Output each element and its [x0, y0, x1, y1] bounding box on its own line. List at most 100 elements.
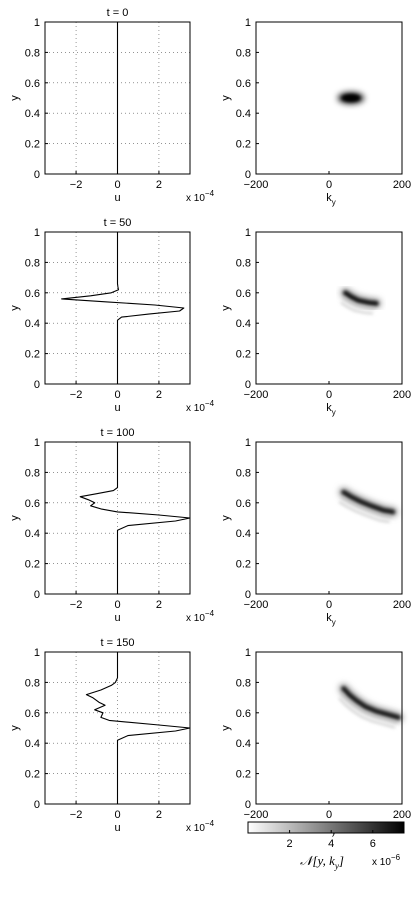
ridge-striation	[338, 697, 396, 729]
x-axis-label: u	[114, 192, 120, 204]
panel-title: t = 50	[104, 217, 132, 229]
x-tick-label: −200	[244, 599, 269, 611]
y-tick-label: 0.6	[236, 498, 251, 510]
x-tick-label: 0	[114, 599, 120, 611]
ridge-striation	[338, 501, 390, 523]
x-tick-label: 0	[114, 179, 120, 191]
y-tick-label: 0.2	[236, 139, 251, 151]
colorbar: 2 4 6 𝒩[y, ky] x 10−6	[247, 821, 405, 871]
y-tick-label: 0	[34, 799, 40, 811]
x-tick-label: 2	[156, 389, 162, 401]
y-tick-label: 0.2	[25, 349, 40, 361]
heatmap-frame	[255, 231, 403, 385]
y-tick-label: 0	[245, 169, 251, 181]
y-tick-label: 0.2	[25, 769, 40, 781]
ridge-striation	[340, 302, 374, 315]
x-tick-label: 200	[393, 389, 411, 401]
y-tick-label: 0.4	[236, 108, 251, 120]
x-tick-label: 0	[326, 809, 332, 821]
x-tick-label: −200	[244, 179, 269, 191]
x-axis-label: ky	[326, 402, 336, 417]
profile-line	[61, 232, 185, 384]
y-tick-label: 0.4	[25, 528, 40, 540]
x-tick-label: 2	[156, 599, 162, 611]
y-tick-label: 0	[245, 589, 251, 601]
panel-title: t = 0	[107, 7, 129, 19]
y-axis-label: y	[9, 725, 21, 731]
y-tick-label: 0.8	[236, 257, 251, 269]
heatmap	[338, 684, 403, 729]
y-tick-label: 1	[34, 227, 40, 239]
wavepacket-core	[341, 94, 360, 102]
ridge-striation	[342, 297, 376, 310]
y-tick-label: 1	[245, 437, 251, 449]
y-tick-label: 0.4	[25, 318, 40, 330]
y-axis-label: y	[220, 515, 232, 521]
y-tick-label: 0.4	[25, 108, 40, 120]
colorbar-bar	[247, 821, 405, 834]
x-tick-label: −200	[244, 389, 269, 401]
heatmap	[337, 92, 364, 104]
panel-title: t = 150	[101, 637, 135, 649]
y-tick-label: 0.8	[25, 47, 40, 59]
x-axis-label: ky	[326, 192, 336, 207]
x-tick-label: 0	[326, 179, 332, 191]
y-tick-label: 0.6	[25, 498, 40, 510]
ridge	[341, 686, 401, 720]
heatmap	[338, 487, 398, 523]
heatmap-frame	[255, 441, 403, 595]
x-axis-label: u	[114, 822, 120, 834]
x-axis-label: ky	[326, 612, 336, 627]
x-tick-label: 2	[156, 809, 162, 821]
y-tick-label: 1	[34, 17, 40, 29]
x-axis-label: u	[114, 402, 120, 414]
y-tick-label: 0.8	[25, 677, 40, 689]
ridge	[341, 489, 396, 515]
y-axis-label: y	[9, 515, 21, 521]
y-tick-label: 0	[245, 379, 251, 391]
ridge	[343, 290, 379, 306]
y-tick-label: 0.2	[236, 559, 251, 571]
profile-line	[85, 652, 191, 804]
heatmap-frame	[255, 651, 403, 805]
y-tick-label: 0	[34, 589, 40, 601]
x-tick-label: 200	[393, 179, 411, 191]
y-tick-label: 0.8	[236, 467, 251, 479]
x-tick-label: 0	[326, 599, 332, 611]
heatmap-frame	[255, 21, 403, 175]
x-tick-label: 2	[156, 179, 162, 191]
y-tick-label: 0.6	[236, 78, 251, 90]
x-multiplier: x 10−4	[186, 189, 215, 204]
y-axis-label: y	[220, 725, 232, 731]
x-tick-label: −200	[244, 809, 269, 821]
x-axis-label: u	[114, 612, 120, 624]
y-axis-label: y	[220, 305, 232, 311]
x-tick-label: −2	[70, 179, 83, 191]
y-tick-label: 0.6	[25, 78, 40, 90]
colorbar-multiplier: x 10−6	[372, 853, 401, 868]
y-tick-label: 0.8	[236, 47, 251, 59]
heatmap	[340, 288, 381, 315]
y-axis-label: y	[220, 95, 232, 101]
x-tick-label: 0	[114, 389, 120, 401]
y-axis-label: y	[9, 95, 21, 101]
colorbar-label: 𝒩[y, ky]	[300, 853, 344, 871]
y-tick-label: 0.8	[25, 467, 40, 479]
ridge-striation	[340, 692, 398, 724]
colorbar-tick-label: 6	[370, 838, 376, 850]
x-tick-label: 200	[393, 599, 411, 611]
y-tick-label: 0.2	[25, 559, 40, 571]
y-tick-label: 0.4	[236, 528, 251, 540]
y-tick-label: 0.8	[25, 257, 40, 269]
x-multiplier: x 10−4	[186, 609, 215, 624]
y-tick-label: 0.6	[25, 288, 40, 300]
x-tick-label: −2	[70, 389, 83, 401]
colorbar-tick-label: 2	[287, 838, 293, 850]
x-tick-label: 0	[114, 809, 120, 821]
ridge-striation	[340, 496, 392, 518]
y-tick-label: 1	[245, 17, 251, 29]
